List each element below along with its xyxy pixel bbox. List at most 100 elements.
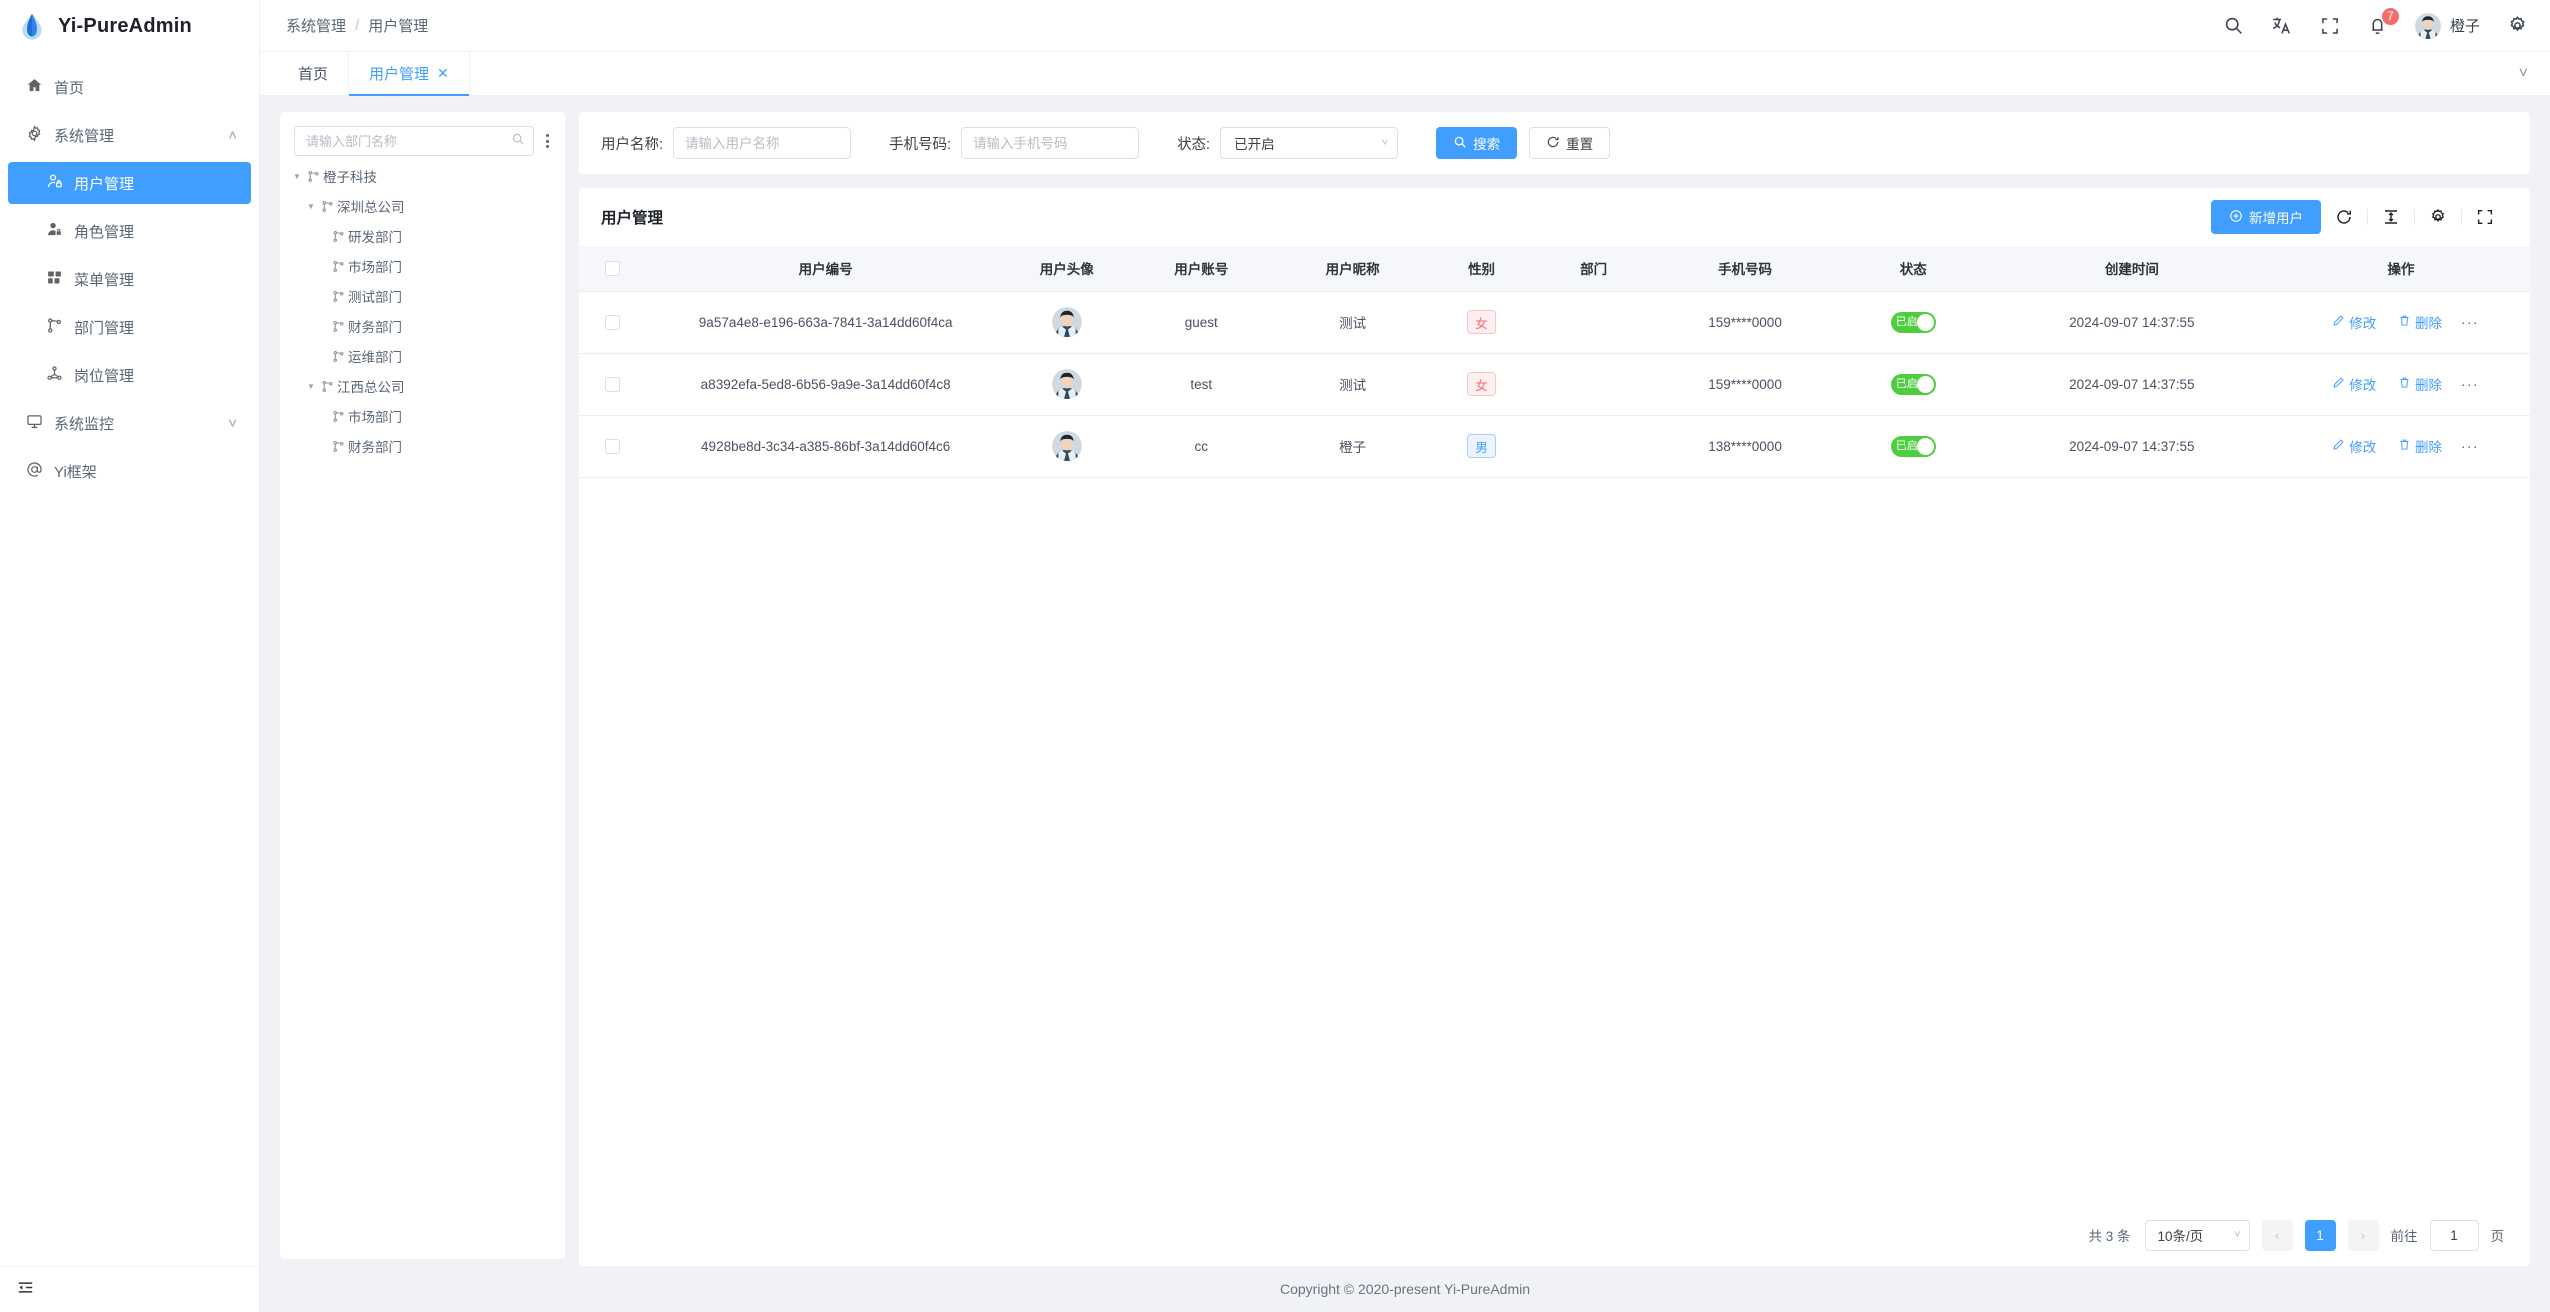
- username-label: 用户名称:: [601, 136, 664, 153]
- trash-icon: [2398, 376, 2411, 392]
- sidebar-item-label: Yi框架: [54, 463, 97, 481]
- sidebar-item-role-management[interactable]: 角色管理: [8, 210, 251, 252]
- gear-icon[interactable]: [2428, 207, 2448, 227]
- sidebar-item-dept-management[interactable]: 部门管理: [8, 306, 251, 348]
- row-checkbox[interactable]: [605, 376, 621, 392]
- tab-home[interactable]: 首页: [278, 52, 348, 95]
- tree-node[interactable]: ▼ 橙子科技: [288, 166, 565, 186]
- reset-button[interactable]: 重置: [1529, 127, 1611, 159]
- close-icon[interactable]: ✕: [437, 65, 449, 81]
- edit-button[interactable]: 修改: [2332, 436, 2376, 456]
- tree-node[interactable]: 财务部门: [288, 436, 565, 456]
- add-user-button[interactable]: 新增用户: [2211, 200, 2321, 234]
- cell-id: 4928be8d-3c34-a385-86bf-3a14dd60f4c6: [646, 415, 1006, 478]
- tab-bar: 首页 用户管理 ✕ ˅: [260, 52, 2550, 96]
- phone-input[interactable]: [961, 127, 1140, 159]
- tree-node[interactable]: 市场部门: [288, 406, 565, 426]
- breadcrumb-item-1[interactable]: 用户管理: [368, 18, 429, 35]
- brand-logo[interactable]: Yi-PureAdmin: [0, 0, 259, 52]
- cell-status: 已启用: [1834, 353, 1992, 416]
- row-density-icon[interactable]: [2381, 207, 2401, 227]
- tree-node[interactable]: ▼ 深圳总公司: [288, 196, 565, 216]
- fullscreen-icon[interactable]: [2475, 207, 2495, 227]
- caret-icon[interactable]: ▼: [307, 201, 315, 211]
- cell-phone: 159****0000: [1655, 353, 1835, 416]
- sidebar-item-system[interactable]: 系统管理 ˄: [8, 114, 251, 156]
- search-icon[interactable]: [511, 132, 525, 151]
- cell-account: cc: [1128, 415, 1275, 478]
- chevron-down-icon[interactable]: ˅: [2518, 64, 2528, 82]
- dept-search-field[interactable]: [306, 133, 511, 149]
- select-all-checkbox[interactable]: [605, 261, 621, 277]
- more-actions-button[interactable]: ···: [2460, 314, 2479, 331]
- search-button[interactable]: 搜索: [1436, 127, 1518, 159]
- delete-button[interactable]: 删除: [2398, 436, 2442, 456]
- dept-search-input[interactable]: [294, 126, 534, 156]
- org-branch-icon: [332, 410, 345, 423]
- row-checkbox[interactable]: [605, 438, 621, 454]
- row-checkbox[interactable]: [605, 314, 621, 330]
- sidebar-item-post-management[interactable]: 岗位管理: [8, 354, 251, 396]
- more-actions-button[interactable]: ···: [2460, 438, 2479, 455]
- delete-button[interactable]: 删除: [2398, 312, 2442, 332]
- sidebar-item-home[interactable]: 首页: [8, 66, 251, 108]
- next-page-button[interactable]: ›: [2347, 1219, 2379, 1251]
- jump-page-input[interactable]: [2429, 1219, 2479, 1251]
- page-size-select[interactable]: 10条/页 ˅: [2144, 1219, 2250, 1251]
- status-select[interactable]: 已开启 ˅: [1220, 127, 1399, 159]
- status-toggle[interactable]: 已启用: [1890, 435, 1936, 457]
- delete-button[interactable]: 删除: [2398, 374, 2442, 394]
- status-toggle[interactable]: 已启用: [1890, 311, 1936, 333]
- tree-node[interactable]: 财务部门: [288, 316, 565, 336]
- sidebar-item-menu-management[interactable]: 菜单管理: [8, 258, 251, 300]
- phone-field-group: 手机号码:: [889, 127, 1140, 159]
- edit-button[interactable]: 修改: [2332, 312, 2376, 332]
- fullscreen-icon[interactable]: [2319, 15, 2341, 37]
- prev-page-button[interactable]: ‹: [2261, 1219, 2293, 1251]
- cell-status: 已启用: [1834, 415, 1992, 478]
- tab-user-management[interactable]: 用户管理 ✕: [348, 52, 470, 96]
- tree-node[interactable]: 运维部门: [288, 346, 565, 366]
- table-row[interactable]: 4928be8d-3c34-a385-86bf-3a14dd60f4c6: [579, 415, 2530, 478]
- cell-nickname: 测试: [1274, 353, 1432, 416]
- caret-icon[interactable]: ▼: [307, 381, 315, 391]
- phone-field[interactable]: [973, 135, 1128, 151]
- tree-node[interactable]: 市场部门: [288, 256, 565, 276]
- user-lock-icon: [46, 173, 63, 194]
- caret-icon[interactable]: ▼: [293, 171, 301, 181]
- collapse-sidebar-icon[interactable]: [16, 1278, 35, 1302]
- table-row[interactable]: a8392efa-5ed8-6b56-9a9e-3a14dd60f4c8: [579, 353, 2530, 416]
- bell-icon[interactable]: 7: [2367, 6, 2400, 37]
- breadcrumb-item-0[interactable]: 系统管理: [286, 18, 347, 35]
- username-field[interactable]: [685, 135, 840, 151]
- column-header-phone: 手机号码: [1655, 246, 1835, 292]
- sidebar-collapse-bar[interactable]: [0, 1266, 259, 1312]
- user-table-card: 用户管理 新增用户: [579, 188, 2530, 1266]
- more-vertical-icon[interactable]: [542, 130, 553, 152]
- search-icon[interactable]: [2223, 15, 2245, 37]
- trash-icon: [2398, 314, 2411, 330]
- table-header: 用户编号 用户头像 用户账号 用户昵称 性别 部门 手机号码 状态 创建时间 操…: [579, 246, 2530, 292]
- add-user-label: 新增用户: [2249, 211, 2303, 226]
- sidebar-item-yi-framework[interactable]: Yi框架: [8, 450, 251, 492]
- table-row[interactable]: 9a57a4e8-e196-663a-7841-3a14dd60f4ca: [579, 291, 2530, 354]
- cell-avatar: [1005, 353, 1129, 416]
- jump-suffix-label: 页: [2490, 1229, 2505, 1244]
- username-input[interactable]: [673, 127, 852, 159]
- refresh-icon[interactable]: [2334, 207, 2354, 227]
- gear-icon[interactable]: [2506, 15, 2528, 37]
- avatar: [1051, 307, 1082, 337]
- status-toggle[interactable]: 已启用: [1890, 373, 1936, 395]
- tree-node[interactable]: 测试部门: [288, 286, 565, 306]
- cell-status: 已启用: [1834, 291, 1992, 354]
- sidebar-item-user-management[interactable]: 用户管理: [8, 162, 251, 204]
- tree-node[interactable]: ▼ 江西总公司: [288, 376, 565, 396]
- page-number-1[interactable]: 1: [2304, 1219, 2336, 1251]
- edit-button[interactable]: 修改: [2332, 374, 2376, 394]
- user-menu[interactable]: 橙子: [2414, 12, 2480, 39]
- more-actions-button[interactable]: ···: [2460, 376, 2479, 393]
- sidebar-item-monitor[interactable]: 系统监控 ˅: [8, 402, 251, 444]
- tree-node[interactable]: 研发部门: [288, 226, 565, 246]
- sidebar-item-label: 用户管理: [74, 175, 135, 193]
- translate-icon[interactable]: [2271, 15, 2293, 37]
